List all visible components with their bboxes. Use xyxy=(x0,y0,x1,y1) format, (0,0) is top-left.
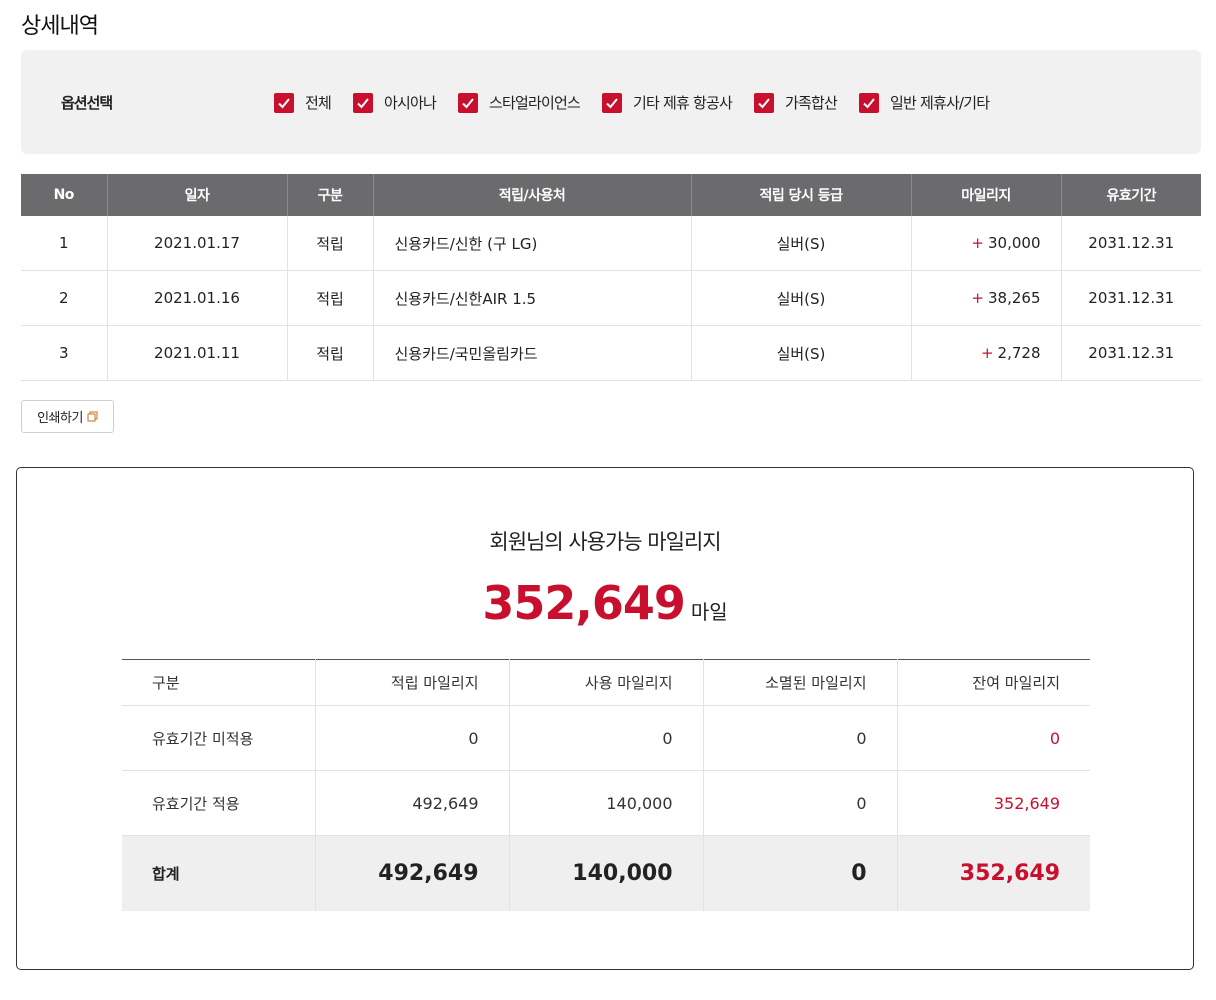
table-row: 유효기간 미적용 0 0 0 0 xyxy=(122,705,1090,771)
row-grade: 실버(S) xyxy=(691,270,912,326)
column-header: 잔여 마일리지 xyxy=(897,659,1090,706)
filter-option-asiana[interactable]: 아시아나 xyxy=(353,92,437,113)
expired-miles: 0 xyxy=(703,770,898,836)
row-miles: +2,728 xyxy=(911,325,1062,381)
row-place: 신용카드/국민올림카드 xyxy=(373,325,692,381)
copy-icon xyxy=(87,411,98,422)
filter-label: 옵션선택 xyxy=(61,94,113,112)
checkbox-checked-icon[interactable] xyxy=(353,92,374,113)
table-header-row: No 일자 구분 적립/사용처 적립 당시 등급 마일리지 유효기간 xyxy=(21,174,1201,216)
used-miles: 0 xyxy=(509,705,704,771)
column-header: No xyxy=(21,174,108,216)
column-header: 소멸된 마일리지 xyxy=(703,659,898,706)
plus-sign: + xyxy=(971,289,984,307)
plus-sign: + xyxy=(980,344,994,362)
row-category: 유효기간 적용 xyxy=(122,770,316,836)
row-expiry: 2031.12.31 xyxy=(1061,216,1201,271)
checkbox-checked-icon[interactable] xyxy=(859,92,879,113)
page-title: 상세내역 xyxy=(21,14,99,39)
column-header: 적립 마일리지 xyxy=(315,659,510,706)
earned-miles: 0 xyxy=(315,705,510,771)
filter-panel: 옵션선택 전체 아시아나 스타얼라이언스 기타 제휴 항공사 가족합산 일반 제… xyxy=(21,50,1201,154)
row-place: 신용카드/신한AIR 1.5 xyxy=(373,270,692,326)
available-mileage-summary: 회원님의 사용가능 마일리지 352,649 마일 구분 적립 마일리지 사용 마… xyxy=(16,467,1194,970)
row-date: 2021.01.17 xyxy=(107,216,288,271)
checkbox-checked-icon[interactable] xyxy=(274,92,294,113)
summary-amount: 352,649 마일 xyxy=(17,576,1193,630)
mileage-detail-table: No 일자 구분 적립/사용처 적립 당시 등급 마일리지 유효기간 1 202… xyxy=(21,174,1201,381)
column-header: 사용 마일리지 xyxy=(509,659,704,706)
table-row: 1 2021.01.17 적립 신용카드/신한 (구 LG) 실버(S) +30… xyxy=(21,216,1201,271)
summary-title: 회원님의 사용가능 마일리지 xyxy=(489,530,721,554)
row-no: 3 xyxy=(21,325,108,381)
summary-header-row: 구분 적립 마일리지 사용 마일리지 소멸된 마일리지 잔여 마일리지 xyxy=(122,659,1090,706)
row-date: 2021.01.11 xyxy=(107,325,288,381)
column-header: 마일리지 xyxy=(911,174,1062,216)
row-no: 2 xyxy=(21,270,108,326)
checkbox-checked-icon[interactable] xyxy=(458,92,479,113)
row-type: 적립 xyxy=(287,270,374,326)
miles-value: 2,728 xyxy=(997,344,1041,362)
table-row: 3 2021.01.11 적립 신용카드/국민올림카드 실버(S) +2,728… xyxy=(21,325,1201,381)
filter-option-label: 가족합산 xyxy=(784,94,838,112)
row-miles: +38,265 xyxy=(911,270,1062,326)
earned-miles: 492,649 xyxy=(315,770,510,836)
checkbox-checked-icon[interactable] xyxy=(602,92,623,113)
row-grade: 실버(S) xyxy=(691,325,912,381)
column-header: 구분 xyxy=(287,174,374,216)
filter-option-label: 일반 제휴사/기타 xyxy=(890,94,990,112)
filter-option-family[interactable]: 가족합산 xyxy=(753,92,838,113)
filter-options: 전체 아시아나 스타얼라이언스 기타 제휴 항공사 가족합산 일반 제휴사/기타 xyxy=(274,92,1011,113)
filter-option-label: 스타얼라이언스 xyxy=(489,94,581,112)
row-type: 적립 xyxy=(287,325,374,381)
table-row: 유효기간 적용 492,649 140,000 0 352,649 xyxy=(122,770,1090,836)
used-miles: 140,000 xyxy=(509,770,704,836)
print-button-label: 인쇄하기 xyxy=(37,411,83,426)
expired-miles: 0 xyxy=(703,705,898,771)
miles-value: 38,265 xyxy=(988,289,1041,307)
total-earned-miles: 492,649 xyxy=(315,835,510,911)
filter-option-other-airlines[interactable]: 기타 제휴 항공사 xyxy=(602,92,733,113)
miles-unit: 마일 xyxy=(690,600,728,624)
filter-option-label: 전체 xyxy=(305,94,332,112)
filter-option-label: 기타 제휴 항공사 xyxy=(633,94,733,112)
column-header: 적립/사용처 xyxy=(373,174,692,216)
total-label: 합계 xyxy=(122,835,316,911)
print-button[interactable]: 인쇄하기 xyxy=(21,400,114,433)
mileage-summary-table: 구분 적립 마일리지 사용 마일리지 소멸된 마일리지 잔여 마일리지 유효기간… xyxy=(122,659,1090,911)
total-expired-miles: 0 xyxy=(703,835,898,911)
remaining-miles: 0 xyxy=(897,705,1090,771)
column-header: 유효기간 xyxy=(1061,174,1201,216)
filter-option-general-partners[interactable]: 일반 제휴사/기타 xyxy=(859,92,990,113)
total-row: 합계 492,649 140,000 0 352,649 xyxy=(122,835,1090,911)
row-type: 적립 xyxy=(287,216,374,271)
row-no: 1 xyxy=(21,216,108,271)
row-expiry: 2031.12.31 xyxy=(1061,270,1201,326)
checkbox-checked-icon[interactable] xyxy=(753,92,774,113)
plus-sign: + xyxy=(971,234,984,252)
filter-option-label: 아시아나 xyxy=(384,94,437,112)
column-header: 적립 당시 등급 xyxy=(691,174,912,216)
row-grade: 실버(S) xyxy=(691,216,912,271)
column-header: 구분 xyxy=(122,659,316,706)
row-date: 2021.01.16 xyxy=(107,270,288,326)
filter-option-star-alliance[interactable]: 스타얼라이언스 xyxy=(458,92,581,113)
remaining-miles: 352,649 xyxy=(897,770,1090,836)
row-place: 신용카드/신한 (구 LG) xyxy=(373,216,692,271)
table-row: 2 2021.01.16 적립 신용카드/신한AIR 1.5 실버(S) +38… xyxy=(21,270,1201,326)
filter-option-all[interactable]: 전체 xyxy=(274,92,332,113)
available-miles-value: 352,649 xyxy=(482,576,686,630)
miles-value: 30,000 xyxy=(988,234,1041,252)
row-category: 유효기간 미적용 xyxy=(122,705,316,771)
total-remaining-miles: 352,649 xyxy=(897,835,1090,911)
total-used-miles: 140,000 xyxy=(509,835,704,911)
row-miles: +30,000 xyxy=(911,216,1062,271)
column-header: 일자 xyxy=(107,174,288,216)
row-expiry: 2031.12.31 xyxy=(1061,325,1201,381)
